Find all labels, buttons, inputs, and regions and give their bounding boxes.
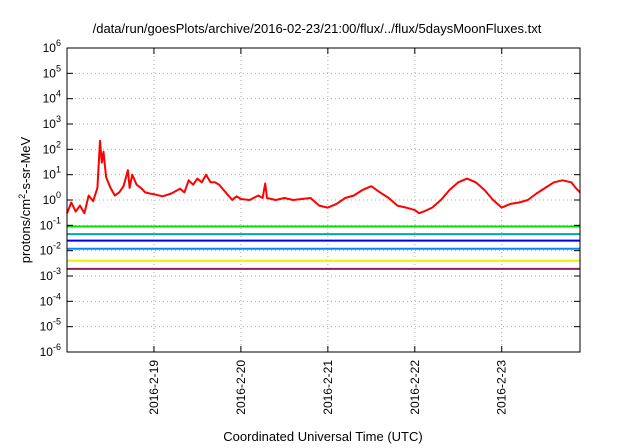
y-tick-label-base: 10: [43, 92, 57, 106]
y-tick-label-exp: -3: [53, 266, 61, 276]
y-axis-label-main: protons/cm: [18, 199, 33, 263]
x-tick-label: 2016-2-23: [495, 360, 509, 415]
chart-title: /data/run/goesPlots/archive/2016-02-23/2…: [93, 21, 542, 36]
y-tick-label: 10-6: [40, 342, 61, 359]
series-layer: [66, 139, 581, 270]
y-tick-label-base: 10: [43, 142, 57, 156]
x-tick-label: 2016-2-22: [408, 360, 422, 415]
y-tick-label-base: 10: [40, 345, 54, 359]
tick-layer: 10-610-510-410-310-210-11001011021031041…: [40, 38, 580, 415]
y-tick-label-base: 10: [43, 66, 57, 80]
y-tick-label: 104: [43, 89, 61, 106]
x-axis-label: Coordinated Universal Time (UTC): [223, 429, 422, 444]
x-tick-label: 2016-2-19: [147, 360, 161, 415]
y-axis-label-rest: -s-sr-MeV: [18, 136, 33, 193]
y-tick-label: 10-1: [40, 215, 61, 232]
y-axis-label-sup: 2: [17, 194, 27, 199]
y-tick-label: 101: [43, 165, 61, 182]
y-axis-label: protons/cm2-s-sr-MeV: [17, 136, 33, 263]
y-tick-label-exp: -4: [53, 291, 61, 301]
y-tick-label-exp: 0: [56, 190, 61, 200]
y-tick-label: 103: [43, 114, 61, 131]
svg-text:protons/cm2-s-sr-MeV: protons/cm2-s-sr-MeV: [17, 136, 33, 263]
y-tick-label: 105: [43, 63, 61, 80]
y-tick-label-base: 10: [43, 117, 57, 131]
y-tick-label-exp: 3: [56, 114, 61, 124]
y-tick-label-base: 10: [43, 168, 57, 182]
y-tick-label: 10-2: [40, 241, 61, 258]
y-tick-label-exp: 4: [56, 89, 61, 99]
y-tick-label-exp: -2: [53, 241, 61, 251]
y-tick-label-base: 10: [40, 294, 54, 308]
y-tick-label-base: 10: [40, 269, 54, 283]
y-tick-label: 106: [43, 38, 61, 55]
y-tick-label-exp: 1: [56, 165, 61, 175]
y-tick-label: 102: [43, 139, 61, 156]
y-tick-label-exp: -6: [53, 342, 61, 352]
y-tick-label-base: 10: [40, 218, 54, 232]
y-tick-label-base: 10: [40, 244, 54, 258]
series-line-1: [66, 139, 581, 215]
x-tick-label: 2016-2-21: [321, 360, 335, 415]
y-tick-label-exp: 2: [56, 139, 61, 149]
y-tick-label-base: 10: [43, 193, 57, 207]
grid-layer: [67, 48, 580, 352]
y-tick-label-base: 10: [43, 41, 57, 55]
y-tick-label: 10-5: [40, 317, 61, 334]
y-tick-label-exp: -5: [53, 317, 61, 327]
y-tick-label-base: 10: [40, 320, 54, 334]
y-tick-label: 100: [43, 190, 61, 207]
y-tick-label: 10-4: [40, 291, 61, 308]
y-tick-label-exp: 5: [56, 63, 61, 73]
y-tick-label-exp: 6: [56, 38, 61, 48]
y-tick-label-exp: -1: [53, 215, 61, 225]
x-tick-label: 2016-2-20: [234, 360, 248, 415]
y-tick-label: 10-3: [40, 266, 61, 283]
